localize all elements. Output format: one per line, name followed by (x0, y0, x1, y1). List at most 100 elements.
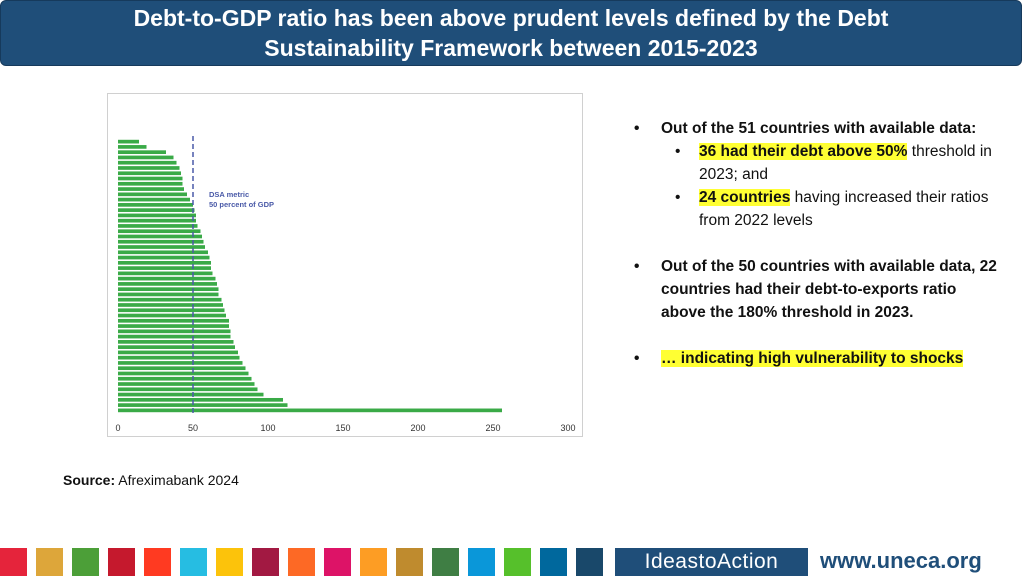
sdg-color-square (360, 548, 387, 576)
bar-43 (118, 361, 243, 365)
sub-bullet-1-rest: threshold in 2023; and (699, 143, 992, 183)
bar-50 (118, 397, 283, 402)
sdg-color-square (108, 548, 135, 576)
threshold-label-2: 50 percent of GDP (209, 200, 274, 209)
bar-12 (118, 197, 190, 202)
bullet-2: • Out of the 50 countries with available… (632, 255, 1002, 324)
bar-39 (118, 340, 234, 344)
bar-14 (118, 208, 195, 212)
bar-52 (118, 408, 502, 413)
sdg-color-square (72, 548, 99, 576)
bar-24 (118, 260, 211, 265)
bar-13 (118, 203, 193, 207)
bar-29 (118, 287, 219, 292)
sdg-color-square (468, 548, 495, 576)
bar-45 (118, 371, 249, 376)
x-tick-label: 200 (410, 423, 425, 433)
bar-5 (118, 160, 177, 165)
bar-31 (118, 297, 222, 302)
source-label: Source: (63, 472, 116, 488)
bullet-1-text: Out of the 51 countries with available d… (661, 120, 977, 137)
sdg-color-square (540, 548, 567, 576)
sub-bullet-dot: • (675, 189, 681, 206)
sdg-color-square (288, 548, 315, 576)
bar-44 (118, 366, 246, 371)
bar-25 (118, 266, 211, 270)
bar-9 (118, 181, 183, 186)
x-tick-label: 50 (188, 423, 198, 433)
bullet-dot: • (634, 120, 640, 137)
sdg-color-square (180, 548, 207, 576)
bar-36 (118, 324, 229, 328)
sdg-color-square (432, 548, 459, 576)
bar-19 (118, 234, 202, 239)
bar-38 (118, 334, 231, 339)
bar-46 (118, 376, 252, 381)
bar-6 (118, 166, 180, 170)
bar-42 (118, 355, 240, 360)
debt-to-gdp-chart: DSA metric 50 percent of GDP 0 50 100 150 200 2… (107, 93, 583, 437)
highlight-24-countries: 24 countries (699, 189, 791, 206)
sdg-color-square (504, 548, 531, 576)
sub-bullet-1: • 36 had their debt above 50% threshold … (661, 140, 1002, 186)
highlight-36-countries: 36 had their debt above 50% (699, 143, 908, 160)
sub-bullet-dot: • (675, 143, 681, 160)
highlight-vulnerability: … indicating high vulnerability to shock… (661, 350, 964, 367)
bullet-dot: • (634, 350, 640, 367)
bullet-dot: • (634, 258, 640, 275)
title-line-1: Debt-to-GDP ratio has been above prudent… (133, 5, 889, 31)
bar-40 (118, 345, 235, 349)
bar-18 (118, 229, 201, 234)
bar-27 (118, 276, 216, 281)
bar-8 (118, 176, 183, 181)
title-banner: Debt-to-GDP ratio has been above prudent… (0, 0, 1022, 66)
sdg-color-square (324, 548, 351, 576)
bar-47 (118, 382, 255, 386)
bullet-1: • Out of the 51 countries with available… (632, 117, 1002, 232)
source-note: Source: Afreximabank 2024 (63, 472, 239, 488)
bullet-3: • … indicating high vulnerability to sho… (632, 347, 1002, 370)
bar-20 (118, 239, 204, 244)
ideas-to-action-logo: IdeastoAction (615, 548, 808, 576)
bar-22 (118, 250, 208, 255)
bar-7 (118, 171, 181, 176)
sdg-color-strip (0, 548, 610, 576)
bar-3 (118, 150, 166, 155)
sdg-color-square (0, 548, 27, 576)
bar-49 (118, 392, 264, 397)
sub-bullet-2-rest: having increased their ratios from 2022 … (699, 189, 989, 229)
sdg-color-square (252, 548, 279, 576)
bar-41 (118, 350, 238, 355)
bar-51 (118, 403, 288, 407)
sdg-color-square (576, 548, 603, 576)
bar-34 (118, 313, 226, 318)
sdg-color-square (36, 548, 63, 576)
bar-30 (118, 292, 219, 297)
bar-32 (118, 303, 223, 307)
sdg-color-square (144, 548, 171, 576)
bar-21 (118, 245, 205, 249)
x-tick-label: 150 (335, 423, 350, 433)
bar-1 (118, 139, 139, 144)
bar-2 (118, 145, 147, 149)
bullet-2-text: Out of the 50 countries with available d… (661, 258, 997, 321)
bar-37 (118, 329, 231, 334)
bar-11 (118, 192, 187, 197)
bar-23 (118, 255, 210, 260)
bar-4 (118, 155, 174, 160)
sdg-color-square (216, 548, 243, 576)
bar-33 (118, 308, 225, 313)
threshold-label-1: DSA metric (209, 190, 249, 199)
bar-28 (118, 282, 217, 286)
bar-48 (118, 387, 258, 392)
x-tick-label: 250 (485, 423, 500, 433)
bullet-list: • Out of the 51 countries with available… (632, 117, 1002, 370)
bar-10 (118, 187, 184, 191)
bar-35 (118, 318, 229, 323)
x-tick-label: 0 (115, 423, 120, 433)
website-link[interactable]: www.uneca.org (820, 548, 982, 573)
bar-16 (118, 218, 196, 223)
bar-17 (118, 224, 198, 228)
bar-15 (118, 213, 196, 218)
